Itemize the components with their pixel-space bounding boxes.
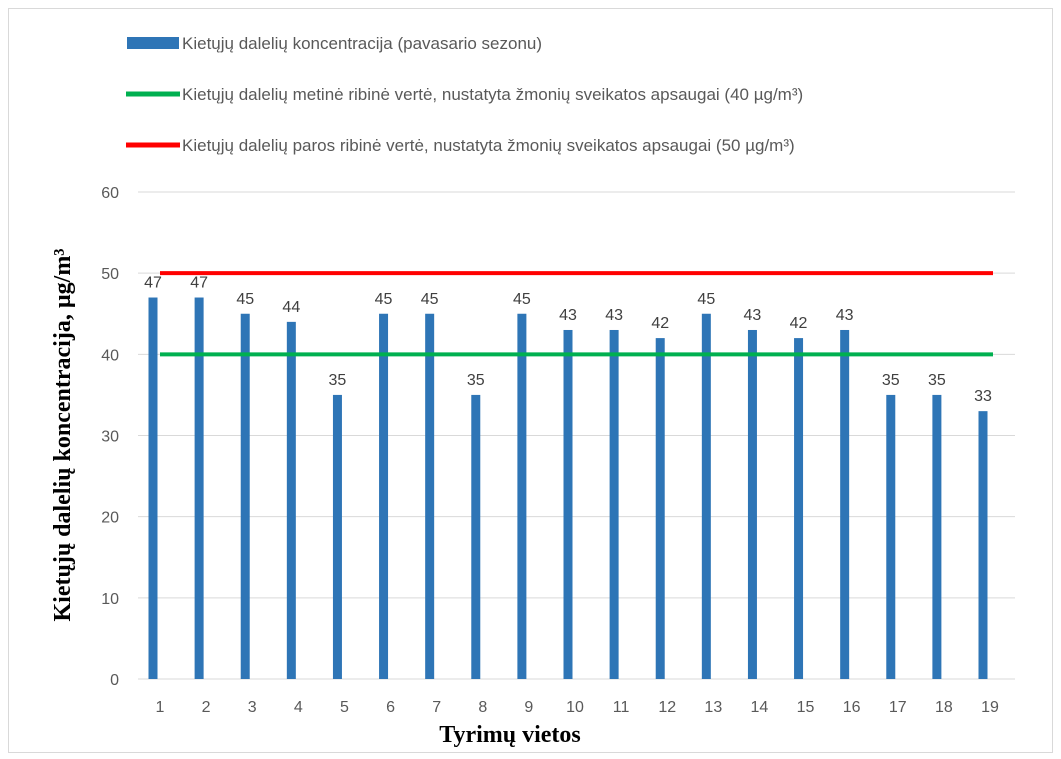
- y-tick-label: 10: [101, 591, 119, 608]
- y-tick-label: 20: [101, 510, 119, 527]
- data-label: 47: [190, 275, 208, 292]
- x-tick-label: 10: [566, 699, 584, 716]
- y-tick-label: 60: [101, 185, 119, 202]
- x-tick-label: 7: [432, 699, 441, 716]
- bar: [148, 297, 158, 679]
- legend-swatch-bar: [127, 37, 179, 49]
- data-label: 47: [144, 275, 162, 292]
- gridlines: [138, 191, 1015, 680]
- data-label: 42: [790, 315, 808, 332]
- bar: [932, 394, 942, 679]
- y-axis-title: Kietųjų dalelių koncentracija, µg/m³: [50, 248, 76, 621]
- x-tick-label: 11: [613, 699, 630, 716]
- bar: [471, 394, 481, 679]
- x-tick-label: 12: [658, 699, 676, 716]
- legend: Kietųjų dalelių koncentracija (pavasario…: [126, 34, 803, 155]
- bar: [425, 313, 435, 679]
- data-label: 42: [651, 315, 669, 332]
- bar: [840, 329, 850, 679]
- data-label: 43: [605, 307, 623, 324]
- bar: [286, 321, 296, 679]
- bar: [379, 313, 389, 679]
- y-tick-label: 0: [110, 672, 119, 689]
- x-tick-label: 2: [202, 699, 211, 716]
- data-label: 45: [697, 291, 715, 308]
- data-label: 43: [836, 307, 854, 324]
- x-tick-label: 15: [797, 699, 815, 716]
- data-label: 35: [467, 372, 485, 389]
- x-tick-label: 14: [751, 699, 769, 716]
- data-label: 43: [744, 307, 762, 324]
- data-label: 44: [282, 299, 300, 316]
- x-tick-label: 9: [524, 699, 533, 716]
- y-tick-label: 50: [101, 266, 119, 283]
- bars: [148, 297, 988, 679]
- bar: [609, 329, 619, 679]
- reference-lines: [160, 271, 993, 357]
- data-label: 33: [974, 388, 992, 405]
- bar: [747, 329, 757, 679]
- data-label: 35: [882, 372, 900, 389]
- data-label: 45: [375, 291, 393, 308]
- bar: [563, 329, 573, 679]
- data-label: 43: [559, 307, 577, 324]
- x-tick-label: 19: [981, 699, 999, 716]
- bar: [978, 411, 988, 679]
- data-label: 35: [329, 372, 347, 389]
- bar: [194, 297, 204, 679]
- legend-entry: Kietųjų dalelių koncentracija (pavasario…: [182, 34, 542, 53]
- x-tick-label: 18: [935, 699, 953, 716]
- data-label: 45: [236, 291, 254, 308]
- x-tick-label: 5: [340, 699, 349, 716]
- data-label: 35: [928, 372, 946, 389]
- x-tick-label: 17: [889, 699, 907, 716]
- data-labels: 47 47 45 44 35 45 45 35 45 43 43 42 45 43 42 43 35 35 33: [144, 275, 992, 406]
- x-tick-label: 1: [156, 699, 165, 716]
- x-axis-title: Tyrimų vietos: [439, 722, 581, 748]
- y-tick-label: 30: [101, 429, 119, 446]
- x-tick-label: 3: [248, 699, 257, 716]
- bar: [517, 313, 527, 679]
- bar: [240, 313, 250, 679]
- bar: [655, 338, 665, 679]
- x-tick-label: 13: [704, 699, 722, 716]
- x-tick-label: 4: [294, 699, 303, 716]
- x-tick-label: 6: [386, 699, 395, 716]
- bar: [701, 313, 711, 679]
- data-label: 45: [421, 291, 439, 308]
- x-tick-label: 8: [478, 699, 487, 716]
- y-tick-label: 40: [101, 347, 119, 364]
- bar: [794, 338, 804, 679]
- bar: [332, 394, 342, 679]
- x-axis-ticks: 1 2 3 4 5 6 7 8 9 10 11 12 13 14 15 16 17 18 19: [156, 699, 999, 716]
- x-tick-label: 16: [843, 699, 861, 716]
- data-label: 45: [513, 291, 531, 308]
- legend-entry: Kietųjų dalelių metinė ribinė vertė, nus…: [182, 85, 803, 104]
- y-axis-ticks: 0 10 20 30 40 50 60: [101, 185, 119, 689]
- bar: [886, 394, 896, 679]
- legend-entry: Kietųjų dalelių paros ribinė vertė, nust…: [182, 136, 795, 155]
- chart-border: [8, 8, 1053, 753]
